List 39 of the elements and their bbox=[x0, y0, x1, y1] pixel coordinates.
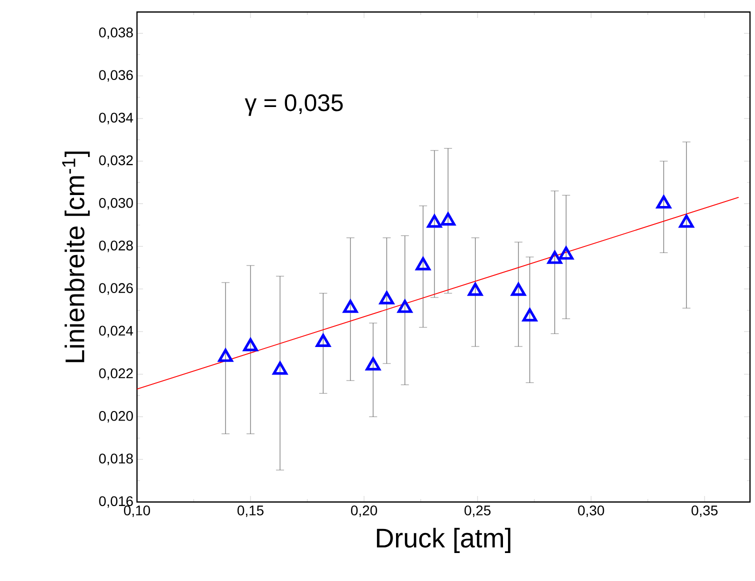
point bbox=[427, 214, 442, 228]
y-tick-label: 0,028 bbox=[99, 240, 133, 252]
y-tick-label: 0,022 bbox=[99, 368, 133, 380]
point bbox=[316, 334, 331, 348]
x-tick-label: 0,15 bbox=[237, 506, 264, 518]
point bbox=[440, 212, 456, 226]
y-tick-label: 0,030 bbox=[99, 198, 133, 210]
y-tick-label: 0,018 bbox=[99, 454, 133, 466]
y-tick-label: 0,020 bbox=[99, 411, 133, 423]
x-tick-label: 0,20 bbox=[351, 506, 378, 518]
y-tick-label: 0,032 bbox=[99, 155, 133, 167]
point bbox=[398, 300, 412, 313]
point bbox=[379, 291, 394, 304]
point bbox=[272, 362, 288, 375]
y-tick-label: 0,016 bbox=[99, 496, 133, 508]
point bbox=[558, 246, 574, 260]
point bbox=[522, 308, 538, 322]
point bbox=[547, 250, 562, 264]
point bbox=[343, 300, 358, 313]
annotation: γ = 0,035 bbox=[244, 94, 343, 116]
y-tick-label: 0,034 bbox=[99, 112, 134, 124]
point bbox=[468, 282, 483, 296]
x-tick-label: 0,25 bbox=[464, 506, 491, 518]
y-tick-label: 0,026 bbox=[99, 283, 133, 295]
point bbox=[656, 195, 672, 209]
point bbox=[218, 348, 233, 362]
point bbox=[679, 214, 694, 228]
point bbox=[416, 257, 430, 270]
x-tick-label: 0,30 bbox=[578, 506, 604, 518]
point bbox=[511, 282, 526, 296]
y-tick-label: 0,038 bbox=[99, 28, 133, 40]
x-tick-label: 0,10 bbox=[124, 506, 150, 518]
x-tick-label: 0,35 bbox=[692, 506, 718, 518]
point bbox=[243, 338, 258, 352]
y-tick-label: 0,024 bbox=[99, 326, 134, 338]
point bbox=[366, 357, 380, 370]
y-axis-title: Linienbreite [cm$^{-1}$] bbox=[62, 152, 90, 362]
x-axis-title: Druck [atm] bbox=[376, 528, 510, 553]
y-tick-label: 0,036 bbox=[99, 70, 133, 82]
